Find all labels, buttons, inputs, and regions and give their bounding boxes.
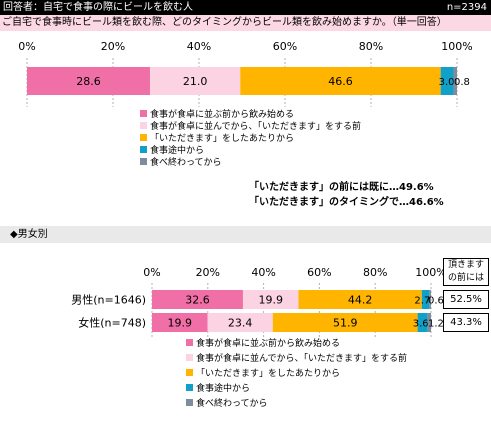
legend-label: 「いただきます」をしたあたりから <box>150 133 294 144</box>
bar-segment <box>242 290 299 309</box>
tick-label: 100% <box>415 266 446 279</box>
note-before-itadakimasu: 「いただきます」の前には既に…49.6% <box>249 182 434 193</box>
data-label: 23.4 <box>228 317 253 330</box>
tick-label: 80% <box>359 40 383 53</box>
legend-label: 食べ終わってから <box>150 156 222 168</box>
bar-segment <box>207 313 273 332</box>
side-value-female: 43.3% <box>443 313 489 332</box>
legend-label: 食事途中から <box>150 144 204 156</box>
bar-segment <box>427 313 431 332</box>
legend-label: 「いただきます」をしたあたりから <box>196 368 340 379</box>
bar-segment <box>272 313 418 332</box>
legend-label: 食事が食卓に並ぶ前から飲み始める <box>196 337 340 349</box>
sample-size: n=2394 <box>446 2 487 13</box>
data-label: 0.6 <box>428 296 444 307</box>
tick-label: 80% <box>363 266 387 279</box>
tick-label: 40% <box>187 40 211 53</box>
legend-label: 食事が食卓に並んでから、「いただきます」をする前 <box>150 120 361 132</box>
legend-label: 食べ終わってから <box>196 397 268 409</box>
tick-label: 0% <box>143 266 160 279</box>
legend-swatch <box>186 339 193 346</box>
bar-segment <box>429 290 431 309</box>
side-value-male: 52.5% <box>443 290 489 309</box>
note-at-itadakimasu: 「いただきます」のタイミングで…46.6% <box>249 197 444 208</box>
legend-label: 食事途中から <box>196 382 250 394</box>
bar-segment <box>240 67 441 95</box>
respondents-label: 回答者：自宅で食事の際にビールを飲む人 <box>3 2 193 13</box>
category-label: 男性(n=1646) <box>71 293 146 307</box>
section-band: ◆男女別 <box>0 226 491 243</box>
bar-segment <box>421 290 430 309</box>
bar-segment <box>440 67 454 95</box>
data-label: 19.9 <box>258 294 283 307</box>
data-label: 19.9 <box>168 317 193 330</box>
data-label: 3.0 <box>439 77 455 88</box>
legend-swatch <box>140 158 147 165</box>
data-label: 0.8 <box>454 77 470 88</box>
bar-segment <box>149 67 241 95</box>
side-header-box: 頂きます の前には <box>443 258 489 286</box>
legend-swatch <box>140 110 147 117</box>
bar-segment <box>27 67 150 95</box>
category-label: 女性(n=748) <box>78 316 146 330</box>
bar-segment <box>152 313 208 332</box>
tick-label: 60% <box>273 40 297 53</box>
bar-segment <box>417 313 428 332</box>
legend-swatch <box>140 146 147 153</box>
tick-label: 0% <box>18 40 35 53</box>
data-label: 44.2 <box>348 294 373 307</box>
side-header-line-2: の前には <box>447 273 484 283</box>
section-title: ◆男女別 <box>10 229 48 240</box>
legend-swatch <box>140 122 147 129</box>
header-bar: 回答者：自宅で食事の際にビールを飲む人 n=2394 <box>0 0 491 15</box>
legend-swatch <box>186 399 193 406</box>
data-label: 1.2 <box>428 319 444 330</box>
legend-label: 食事が食卓に並ぶ前から飲み始める <box>150 108 294 120</box>
data-label: 32.6 <box>185 294 210 307</box>
data-label: 51.9 <box>333 317 358 330</box>
legend-swatch <box>140 134 147 141</box>
tick-label: 40% <box>251 266 275 279</box>
bar-segment <box>298 290 422 309</box>
data-label: 28.6 <box>76 75 101 88</box>
legend-swatch <box>186 354 193 361</box>
legend-swatch <box>186 369 193 376</box>
data-label: 2.7 <box>414 296 430 307</box>
tick-label: 20% <box>101 40 125 53</box>
tick-label: 60% <box>307 266 331 279</box>
data-label: 46.6 <box>328 75 353 88</box>
data-label: 21.0 <box>183 75 208 88</box>
question-text: ご自宅で食事時にビール類を飲む際、どのタイミングからビール類を飲み始めますか。（… <box>2 17 447 28</box>
bar-segment <box>152 290 243 309</box>
side-header-line-1: 頂きます <box>447 260 484 270</box>
tick-label: 100% <box>441 40 472 53</box>
question-band: ご自宅で食事時にビール類を飲む際、どのタイミングからビール類を飲み始めますか。（… <box>0 15 491 31</box>
data-label: 3.6 <box>413 319 429 330</box>
bar-segment <box>453 67 457 95</box>
legend-label: 食事が食卓に並んでから、「いただきます」をする前 <box>196 352 407 364</box>
tick-label: 20% <box>196 266 220 279</box>
legend-swatch <box>186 384 193 391</box>
